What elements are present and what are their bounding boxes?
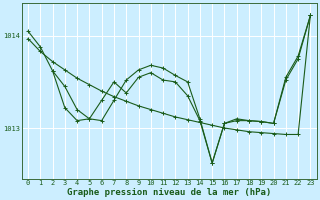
X-axis label: Graphe pression niveau de la mer (hPa): Graphe pression niveau de la mer (hPa) [67,188,271,197]
